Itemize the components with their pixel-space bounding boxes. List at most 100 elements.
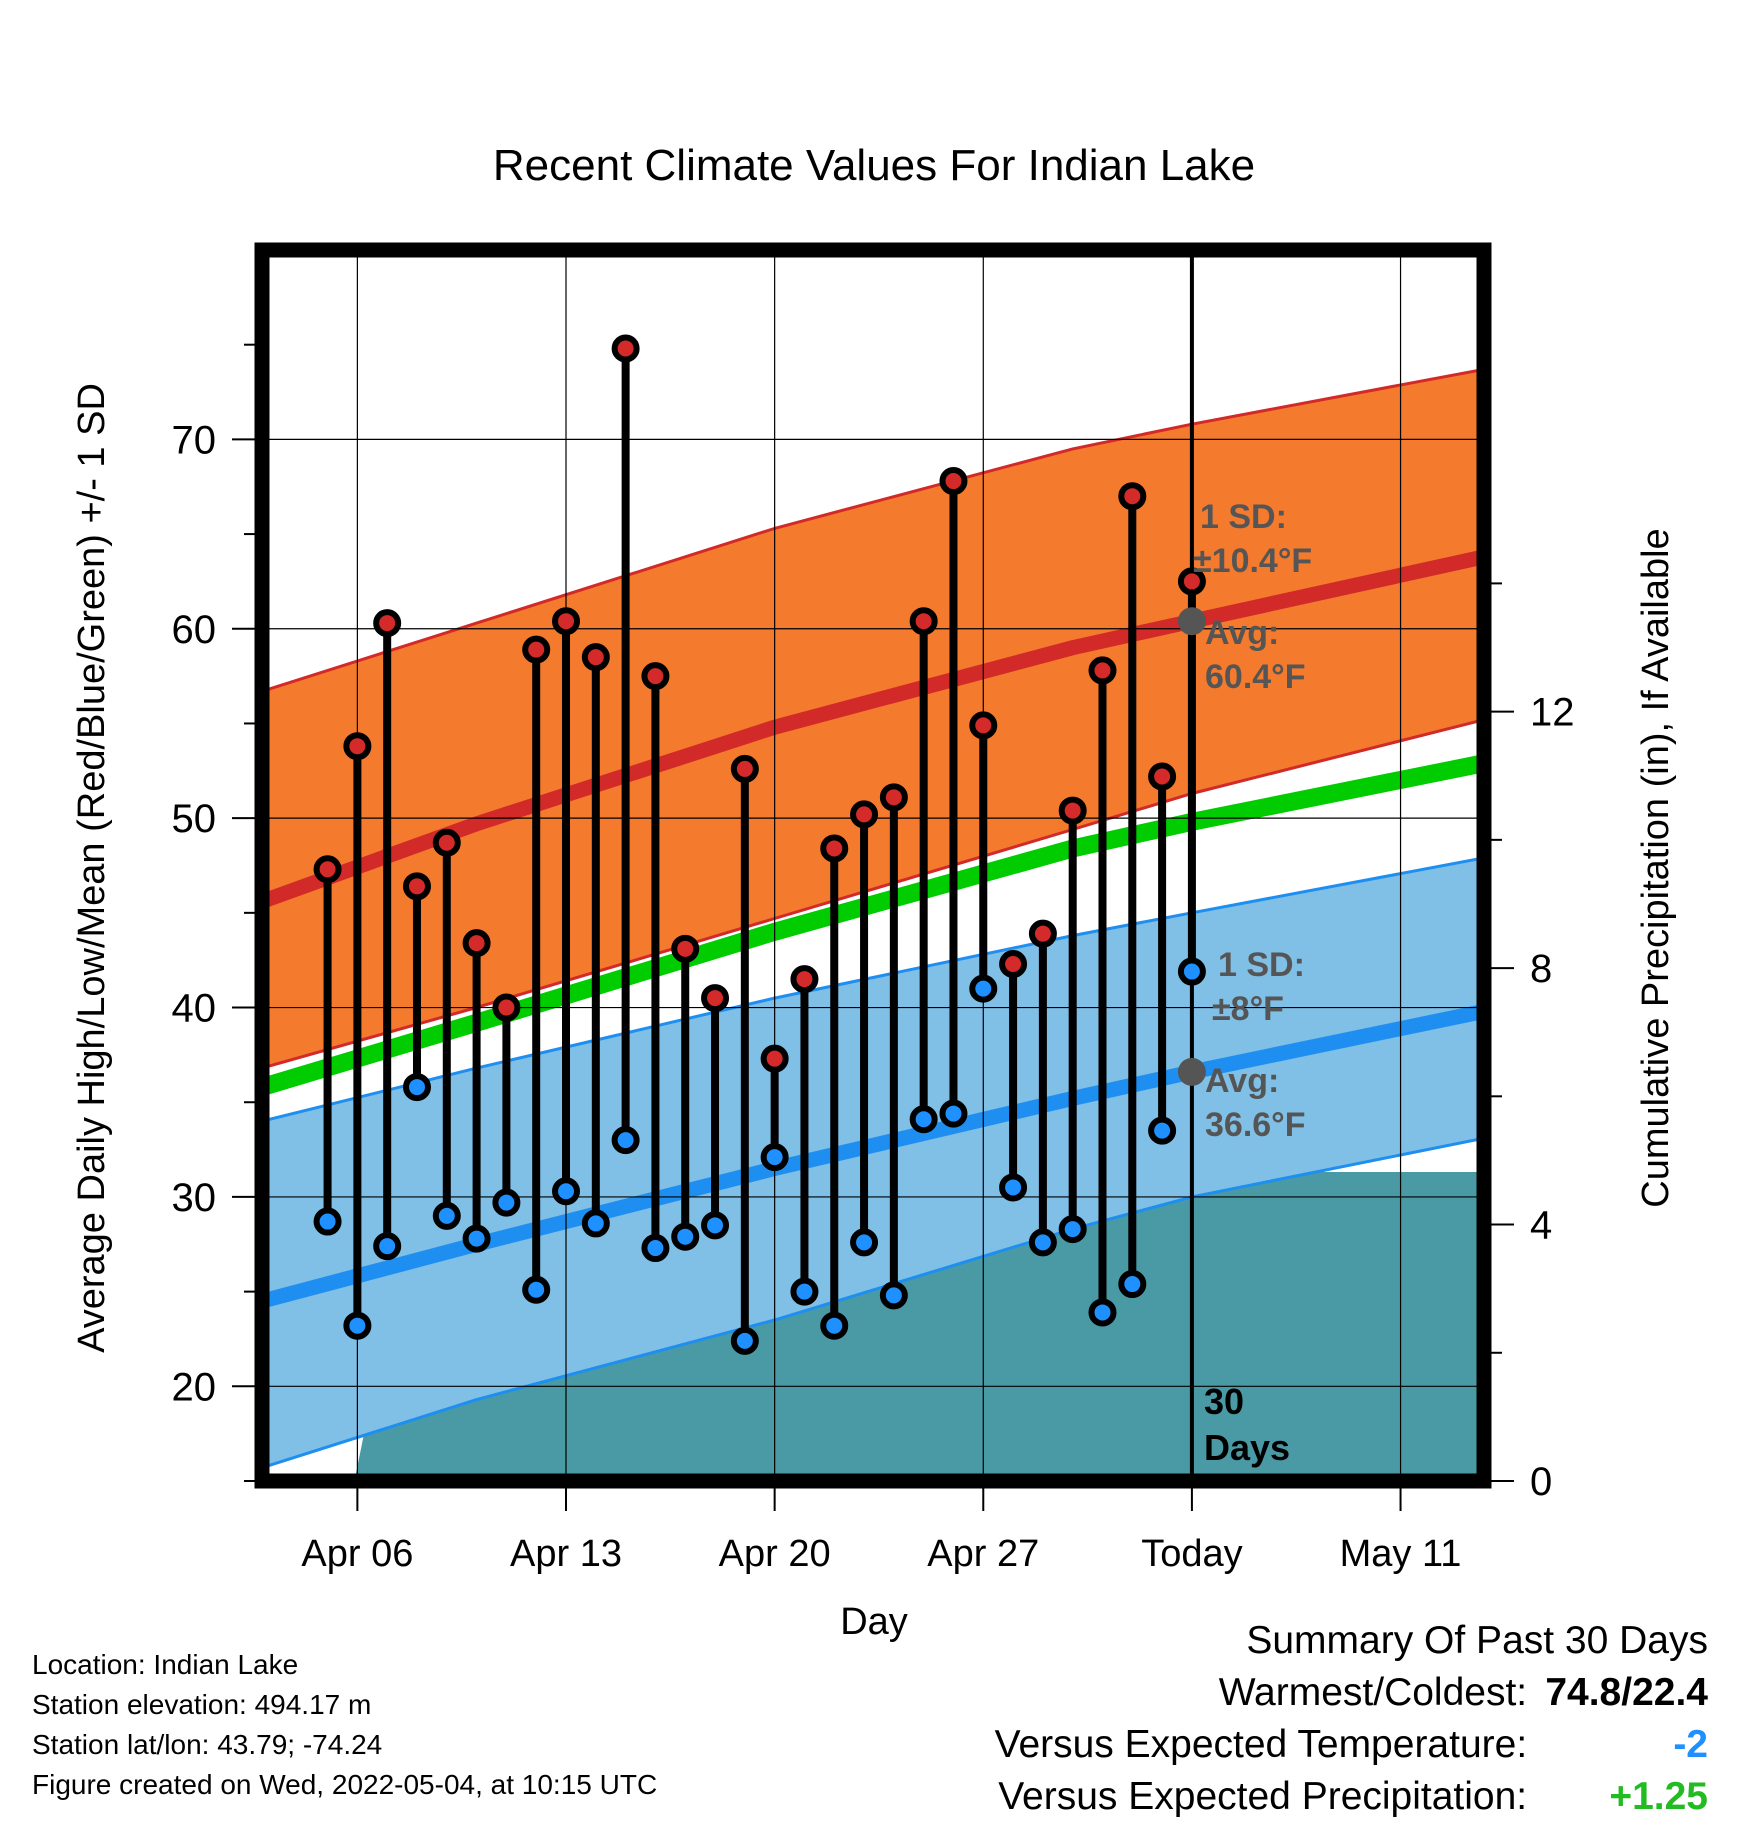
normal-low-lower-edge <box>262 1136 1484 1470</box>
low-temp-point <box>402 1073 431 1102</box>
x-tick-label: Apr 27 <box>927 1533 1039 1575</box>
summary-heading: Summary Of Past 30 Days <box>1246 1619 1708 1662</box>
days-count-word: Days <box>1204 1427 1290 1468</box>
high-temp-point <box>462 929 491 958</box>
summary-warmest-row: Warmest/Coldest: 74.8/22.4 <box>995 1667 1708 1719</box>
high-temp-point <box>1148 762 1177 791</box>
low-temp-point <box>432 1201 461 1230</box>
observations-group <box>313 334 1206 1355</box>
high-temp-point <box>492 993 521 1022</box>
high-temp-point <box>671 934 700 963</box>
high-temp-point <box>790 965 819 994</box>
precip-area <box>354 1172 1484 1481</box>
low-temp-point <box>1028 1228 1057 1257</box>
high-temp-point <box>820 834 849 863</box>
high-sd-label: 1 SD: <box>1200 498 1287 536</box>
high-temp-point <box>850 800 879 829</box>
high-temp-point <box>730 754 759 783</box>
low-temp-point <box>850 1228 879 1257</box>
low-avg-label: Avg: <box>1205 1062 1279 1100</box>
axes-group: 20 30 40 50 60 70 0 4 8 12 Apr 06 Apr 13 Apr 20 Apr 2… <box>172 343 1575 1575</box>
high-temp-point <box>432 828 461 857</box>
high-temp-point <box>879 783 908 812</box>
y2-tick-label: 4 <box>1530 1204 1552 1248</box>
low-temp-point <box>909 1105 938 1134</box>
plot-border <box>254 242 1492 1489</box>
created-text: Figure created on Wed, 2022-05-04, at 10… <box>32 1769 658 1800</box>
summary-precip-row: Versus Expected Precipitation: +1.25 <box>995 1771 1708 1823</box>
high-temp-point <box>909 607 938 636</box>
high-temp-point <box>641 662 670 691</box>
low-temp-point <box>879 1281 908 1310</box>
y-tick-label: 60 <box>172 608 217 652</box>
high-temp-point <box>1177 567 1206 596</box>
days-count-number: 30 <box>1204 1381 1244 1422</box>
normal-low-line <box>262 1003 1484 1309</box>
normal-high-upper-edge <box>262 367 1484 693</box>
low-temp-point <box>343 1311 372 1340</box>
low-temp-point <box>969 974 998 1003</box>
y-tick-label: 20 <box>172 1365 217 1409</box>
y-axis-label: Average Daily High/Low/Mean (Red/Blue/Gr… <box>71 383 113 1353</box>
low-temp-point <box>939 1099 968 1128</box>
low-temp-point <box>760 1143 789 1172</box>
temp-vs-expected-label: Versus Expected Temperature: <box>994 1723 1528 1766</box>
low-temp-point <box>730 1326 759 1355</box>
warmest-label: Warmest/Coldest: <box>1218 1671 1528 1714</box>
y-tick-label: 40 <box>172 987 217 1031</box>
y-tick-label: 30 <box>172 1176 217 1220</box>
station-info: Location: Indian Lake Station elevation:… <box>32 1645 657 1805</box>
summary-temp-row: Versus Expected Temperature: -2 <box>995 1719 1708 1771</box>
high-avg-label: Avg: <box>1205 614 1279 652</box>
temp-vs-expected-value: -2 <box>1673 1723 1708 1766</box>
high-temp-point <box>522 635 551 664</box>
low-temp-point <box>522 1275 551 1304</box>
annotations-group: 1 SD: ±10.4°F Avg: 60.4°F 1 SD: ±8°F Avg: 36.6°… <box>1177 498 1312 1468</box>
high-temp-point <box>313 855 342 884</box>
y2-tick-label: 8 <box>1530 947 1552 991</box>
x-tick-label: Today <box>1141 1533 1242 1575</box>
high-temp-point <box>373 609 402 638</box>
low-temp-point <box>552 1177 581 1206</box>
high-temp-point <box>1028 919 1057 948</box>
low-avg-value: 36.6°F <box>1205 1106 1306 1144</box>
high-temp-point <box>701 984 730 1013</box>
chart-title: Recent Climate Values For Indian Lake <box>493 141 1255 190</box>
high-avg-value: 60.4°F <box>1205 658 1306 696</box>
high-temp-point <box>1088 656 1117 685</box>
high-temp-point <box>402 872 431 901</box>
y-tick-label: 50 <box>172 797 217 841</box>
high-temp-point <box>999 949 1028 978</box>
low-temp-point <box>492 1188 521 1217</box>
low-temp-point <box>790 1277 819 1306</box>
y2-axis-label: Cumulative Precipitation (in), If Availa… <box>1635 528 1677 1207</box>
high-temp-point <box>969 711 998 740</box>
y2-tick-label: 0 <box>1530 1460 1552 1504</box>
normal-low-band <box>262 857 1484 1468</box>
low-temp-point <box>313 1207 342 1236</box>
x-tick-label: Apr 13 <box>510 1533 622 1575</box>
elevation-text: Station elevation: 494.17 m <box>32 1689 372 1720</box>
high-temp-point <box>760 1044 789 1073</box>
high-sd-value: ±10.4°F <box>1193 542 1312 580</box>
location-text: Location: Indian Lake <box>32 1649 299 1680</box>
low-temp-point <box>1088 1298 1117 1327</box>
x-tick-label: Apr 20 <box>719 1533 831 1575</box>
high-temp-point <box>581 643 610 672</box>
high-temp-point <box>552 607 581 636</box>
x-tick-label: May 11 <box>1340 1533 1462 1575</box>
summary-panel: Summary Of Past 30 Days Warmest/Coldest:… <box>995 1615 1708 1823</box>
latlon-text: Station lat/lon: 43.79; -74.24 <box>32 1729 383 1760</box>
precip-vs-expected-label: Versus Expected Precipitation: <box>998 1775 1528 1818</box>
low-temp-point <box>1148 1116 1177 1145</box>
y2-tick-label: 12 <box>1530 691 1575 735</box>
today-high-avg-marker <box>1177 607 1206 636</box>
low-temp-point <box>1177 957 1206 986</box>
plot-frame <box>254 242 1492 1489</box>
y-tick-label: 70 <box>172 418 217 462</box>
precip-vs-expected-value: +1.25 <box>1609 1775 1708 1818</box>
low-temp-point <box>373 1232 402 1261</box>
today-low-avg-marker <box>1177 1057 1206 1086</box>
x-tick-label: Apr 06 <box>301 1533 413 1575</box>
